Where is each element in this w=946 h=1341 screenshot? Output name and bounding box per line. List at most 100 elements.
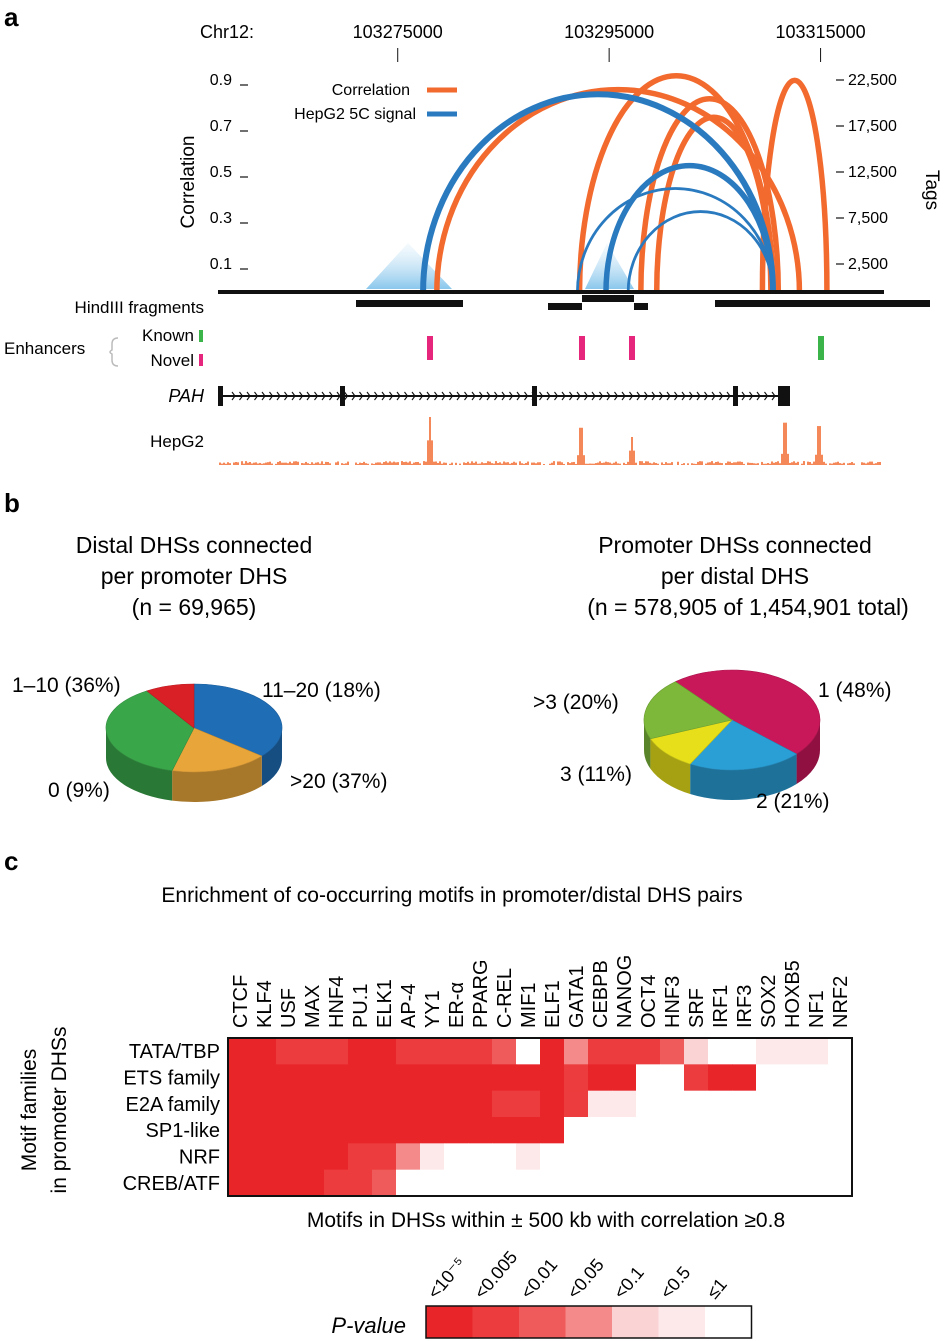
heatmap-cell <box>540 1169 565 1197</box>
heatmap-cell <box>276 1169 301 1197</box>
y-left-tick-label: 0.5 <box>210 164 232 181</box>
heatmap-cell <box>708 1117 733 1144</box>
gene-strand-chevron <box>321 391 326 401</box>
y-left-tick-label: 0.3 <box>210 210 232 227</box>
hepg2-5c-arc <box>576 187 775 293</box>
gene-strand-chevron <box>711 391 716 401</box>
panel-letter-a: a <box>4 2 19 32</box>
y-left-label: Correlation <box>178 136 199 229</box>
heatmap-cell <box>252 1090 277 1118</box>
heatmap-cell <box>492 1143 517 1171</box>
heatmap-cell <box>276 1038 301 1065</box>
heatmap-cell <box>372 1117 397 1144</box>
gene-strand-chevron <box>449 391 454 401</box>
gene-strand-chevron <box>434 391 439 401</box>
pie-slice <box>171 727 263 773</box>
heatmap-xlabel: Motifs in DHSs within ± 500 kb with corr… <box>307 1209 785 1232</box>
gene-strand-chevron <box>561 391 566 401</box>
heatmap-cell <box>348 1169 373 1197</box>
gene-strand-chevron <box>276 391 281 401</box>
gene-strand-chevron <box>306 391 311 401</box>
pie-slice-side <box>644 720 651 769</box>
heatmap-cell <box>444 1038 469 1065</box>
heatmap-cell <box>804 1169 829 1197</box>
gene-strand-chevron <box>291 391 296 401</box>
heatmap-column-label: OCT4 <box>638 975 660 1028</box>
heatmap-cell <box>660 1143 685 1171</box>
heatmap-cell <box>372 1038 397 1065</box>
heatmap-cell <box>636 1038 661 1065</box>
gene-strand-chevron <box>741 391 746 401</box>
heatmap-cell <box>228 1090 253 1118</box>
heatmap-cell <box>564 1064 589 1092</box>
heatmap-row-label: SP1-like <box>146 1120 220 1142</box>
heatmap-cell <box>756 1090 781 1118</box>
gene-strand-chevron <box>576 391 581 401</box>
gene-strand-chevron <box>666 391 671 401</box>
heatmap-cell <box>516 1064 541 1092</box>
heatmap-cell <box>228 1143 253 1171</box>
y-right-label: Tags <box>921 170 942 210</box>
gene-strand-chevron <box>501 391 506 401</box>
hindiii-fragment <box>356 300 463 307</box>
heatmap-cell <box>660 1169 685 1197</box>
gene-strand-chevron <box>524 391 529 401</box>
gene-strand-chevron <box>374 391 379 401</box>
gene-strand-chevron <box>554 391 559 401</box>
heatmap-row-label: ETS family <box>123 1068 220 1090</box>
hindiii-label: HindIII fragments <box>75 298 204 317</box>
heatmap-cell <box>228 1169 253 1197</box>
known-swatch <box>199 330 203 342</box>
legend-correlation-label: Correlation <box>332 82 410 99</box>
gene-strand-chevron <box>621 391 626 401</box>
pie-right-label-1: 1 (48%) <box>818 679 892 702</box>
gene-strand-chevron <box>441 391 446 401</box>
heatmap-cell <box>348 1064 373 1092</box>
gene-strand-chevron <box>359 391 364 401</box>
pvalue-legend-label: <0.005 <box>470 1247 521 1302</box>
pie-right-title-line1: Promoter DHSs connected <box>598 532 872 558</box>
heatmap-cell <box>708 1143 733 1171</box>
heatmap-cell <box>612 1064 637 1092</box>
heatmap-column-label: CTCF <box>230 975 252 1028</box>
correlation-arc <box>653 114 774 293</box>
panel-letter-b: b <box>4 488 20 518</box>
known-label: Known <box>142 326 194 345</box>
pie-slice-side <box>650 738 691 794</box>
pvalue-legend-title: P-value <box>331 1313 406 1338</box>
pie-left-n: (n = 69,965) <box>132 594 257 620</box>
panel-c: c Enrichment of co-occurring motifs in p… <box>4 846 853 1339</box>
heatmap-cell <box>780 1090 805 1118</box>
heatmap-cell <box>276 1143 301 1171</box>
heatmap-cell <box>372 1064 397 1092</box>
heatmap-cell <box>804 1143 829 1171</box>
pie-left-label-0: 0 (9%) <box>48 779 110 802</box>
gene-strand-chevron <box>704 391 709 401</box>
novel-label: Novel <box>151 351 194 370</box>
gene-strand-chevron <box>606 391 611 401</box>
heatmap-cell <box>348 1090 373 1118</box>
pie-right-n: (n = 578,905 of 1,454,901 total) <box>587 594 909 620</box>
heatmap-cell <box>756 1143 781 1171</box>
heatmap-cell <box>300 1090 325 1118</box>
heatmap-cell <box>828 1064 853 1092</box>
pie-left-title-line2: per promoter DHS <box>101 563 288 589</box>
enhancers-label: Enhancers <box>4 339 85 358</box>
pvalue-legend-label: <10⁻⁵ <box>424 1253 470 1302</box>
heatmap-cell <box>732 1143 757 1171</box>
gene-strand-chevron <box>569 391 574 401</box>
heatmap-cell <box>420 1117 445 1144</box>
heatmap-cell <box>492 1064 517 1092</box>
pie-slice <box>643 681 733 740</box>
position-tick-label: 103315000 <box>776 22 866 42</box>
heatmap-cell <box>780 1038 805 1065</box>
heatmap-column-label: GATA1 <box>566 965 588 1028</box>
pvalue-legend-swatch <box>519 1306 566 1338</box>
heatmap-row-label: E2A family <box>126 1094 220 1116</box>
heatmap-cell <box>348 1117 373 1144</box>
gene-strand-chevron <box>246 391 251 401</box>
heatmap-cell <box>780 1117 805 1144</box>
heatmap-cell <box>540 1038 565 1065</box>
gene-model <box>218 386 790 406</box>
highlight-cone <box>366 243 452 289</box>
